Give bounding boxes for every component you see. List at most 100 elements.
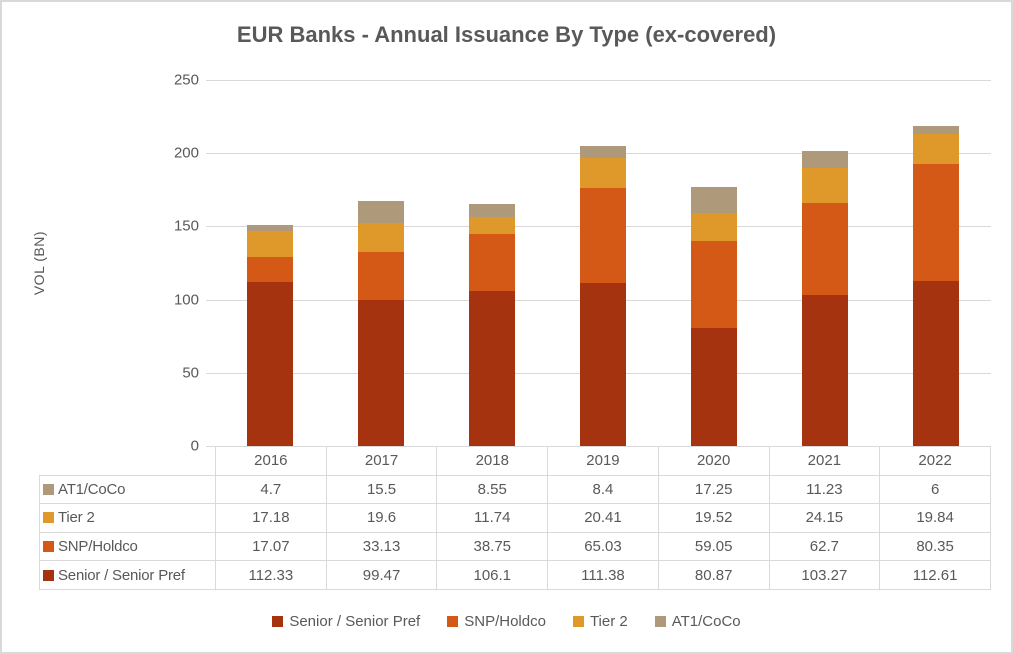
bar-slot-2021 xyxy=(769,80,880,446)
series-label-text: Senior / Senior Pref xyxy=(58,566,185,584)
bar-segment xyxy=(801,167,848,204)
plot-area: 0 50 100 150 200 250 xyxy=(174,72,991,455)
legend-swatch xyxy=(447,616,459,627)
y-tick-label: 150 xyxy=(173,217,199,235)
value-cell: 19.6 xyxy=(325,503,438,533)
series-label-text: Tier 2 xyxy=(58,509,95,527)
bar-segment xyxy=(358,200,405,224)
table-corner-cell xyxy=(40,447,216,476)
y-axis-tick xyxy=(206,299,215,301)
value-cell: 19.52 xyxy=(657,503,770,533)
bar-segment xyxy=(912,134,959,164)
legend-label: Tier 2 xyxy=(589,613,628,630)
y-axis-tick xyxy=(206,446,215,447)
stacked-bar-2022 xyxy=(912,80,959,446)
y-tick-label: 200 xyxy=(173,144,199,162)
value-cell: 112.33 xyxy=(215,560,327,590)
bar-slot-2016 xyxy=(215,80,326,446)
bar-segment xyxy=(247,231,294,257)
bar-segment xyxy=(912,125,959,135)
y-tick-label: 0 xyxy=(190,437,199,455)
table-row: Tier 2 17.18 19.6 11.74 20.41 19.52 24.15 19.84 xyxy=(39,503,991,533)
bar-segment xyxy=(247,256,294,282)
value-cell: 4.7 xyxy=(215,474,327,505)
stacked-bar-2021 xyxy=(801,80,848,446)
bar-segment xyxy=(912,281,959,446)
value-cell: 33.13 xyxy=(325,531,438,562)
bar-segment xyxy=(579,187,626,283)
series-key-swatch xyxy=(43,483,54,495)
legend-swatch xyxy=(272,616,284,627)
bar-segment xyxy=(247,224,294,232)
value-cell: 112.61 xyxy=(879,560,991,590)
year-header-cell: 2016 xyxy=(215,446,327,476)
bar-segment xyxy=(801,294,848,446)
stacked-bar-2018 xyxy=(469,80,516,446)
bar-slot-2018 xyxy=(437,80,548,446)
value-cell: 8.55 xyxy=(436,474,549,505)
series-label-cell: Senior / Senior Pref xyxy=(39,560,216,590)
bar-segment xyxy=(912,163,959,282)
table-row: SNP/Holdco 17.07 33.13 38.75 65.03 59.05 62.7 8… xyxy=(39,531,991,562)
bar-segment xyxy=(469,216,516,234)
stacked-bar-2019 xyxy=(579,80,626,446)
bar-segment xyxy=(247,281,294,446)
legend-label: AT1/CoCo xyxy=(671,613,741,630)
y-tick-label: 50 xyxy=(182,364,199,382)
bar-segment xyxy=(469,233,516,291)
year-header-cell: 2022 xyxy=(879,446,991,476)
year-header-cell: 2019 xyxy=(547,446,659,476)
bar-slot-2020 xyxy=(658,80,769,446)
bar-segment xyxy=(358,300,405,446)
legend-swatch xyxy=(654,616,666,627)
series-label-cell: Tier 2 xyxy=(39,503,216,533)
y-tick-label: 250 xyxy=(173,71,199,89)
bar-segment xyxy=(579,282,626,446)
value-cell: 8.4 xyxy=(547,474,659,505)
series-label-cell: SNP/Holdco xyxy=(39,531,216,562)
table-header-row: 2016 2017 2018 2019 2020 2021 2022 xyxy=(40,446,991,476)
y-axis-title: VOL (BN) xyxy=(28,80,50,446)
bar-slot-2017 xyxy=(326,80,437,446)
value-cell: 59.05 xyxy=(657,531,770,562)
bar-segment xyxy=(469,204,516,217)
y-axis-title-text: VOL (BN) xyxy=(31,230,47,296)
legend-label: SNP/Holdco xyxy=(464,613,546,630)
series-label-text: AT1/CoCo xyxy=(58,480,126,498)
value-cell: 111.38 xyxy=(547,560,659,590)
value-cell: 11.74 xyxy=(436,503,549,533)
bar-segment xyxy=(690,187,737,213)
table-row: Senior / Senior Pref 112.33 99.47 106.1 111.… xyxy=(39,560,991,590)
value-cell: 17.25 xyxy=(657,474,770,505)
series-label-text: SNP/Holdco xyxy=(58,538,138,556)
year-header-cell: 2021 xyxy=(768,446,881,476)
value-cell: 99.47 xyxy=(325,560,438,590)
value-cell: 19.84 xyxy=(879,503,991,533)
year-header-cell: 2018 xyxy=(436,446,549,476)
bar-segment xyxy=(579,145,626,158)
bar-segment xyxy=(801,151,848,168)
series-label-cell: AT1/CoCo xyxy=(39,474,216,505)
value-cell: 65.03 xyxy=(547,531,659,562)
value-cell: 80.35 xyxy=(879,531,991,562)
y-axis-tick xyxy=(206,372,215,374)
value-cell: 38.75 xyxy=(436,531,549,562)
bar-segment xyxy=(690,212,737,242)
bar-slot-2022 xyxy=(880,80,991,446)
y-tick-label: 100 xyxy=(173,291,199,309)
value-cell: 20.41 xyxy=(547,503,659,533)
value-cell: 11.23 xyxy=(768,474,881,505)
bar-segment xyxy=(690,327,737,446)
year-header-cell: 2017 xyxy=(325,446,438,476)
y-axis-tick xyxy=(206,153,215,155)
stacked-bar-2020 xyxy=(690,80,737,446)
value-cell: 80.87 xyxy=(657,560,770,590)
table-row: AT1/CoCo 4.7 15.5 8.55 8.4 17.25 11.23 6 xyxy=(39,474,991,505)
bar-slot-2019 xyxy=(548,80,659,446)
y-axis-tick xyxy=(206,80,215,81)
chart-title: EUR Banks - Annual Issuance By Type (ex-… xyxy=(236,22,777,47)
bar-segment xyxy=(358,223,405,252)
y-axis-tick xyxy=(206,226,215,228)
data-table: 2016 2017 2018 2019 2020 2021 2022 AT1/CoCo 4.7 1… xyxy=(39,446,991,590)
